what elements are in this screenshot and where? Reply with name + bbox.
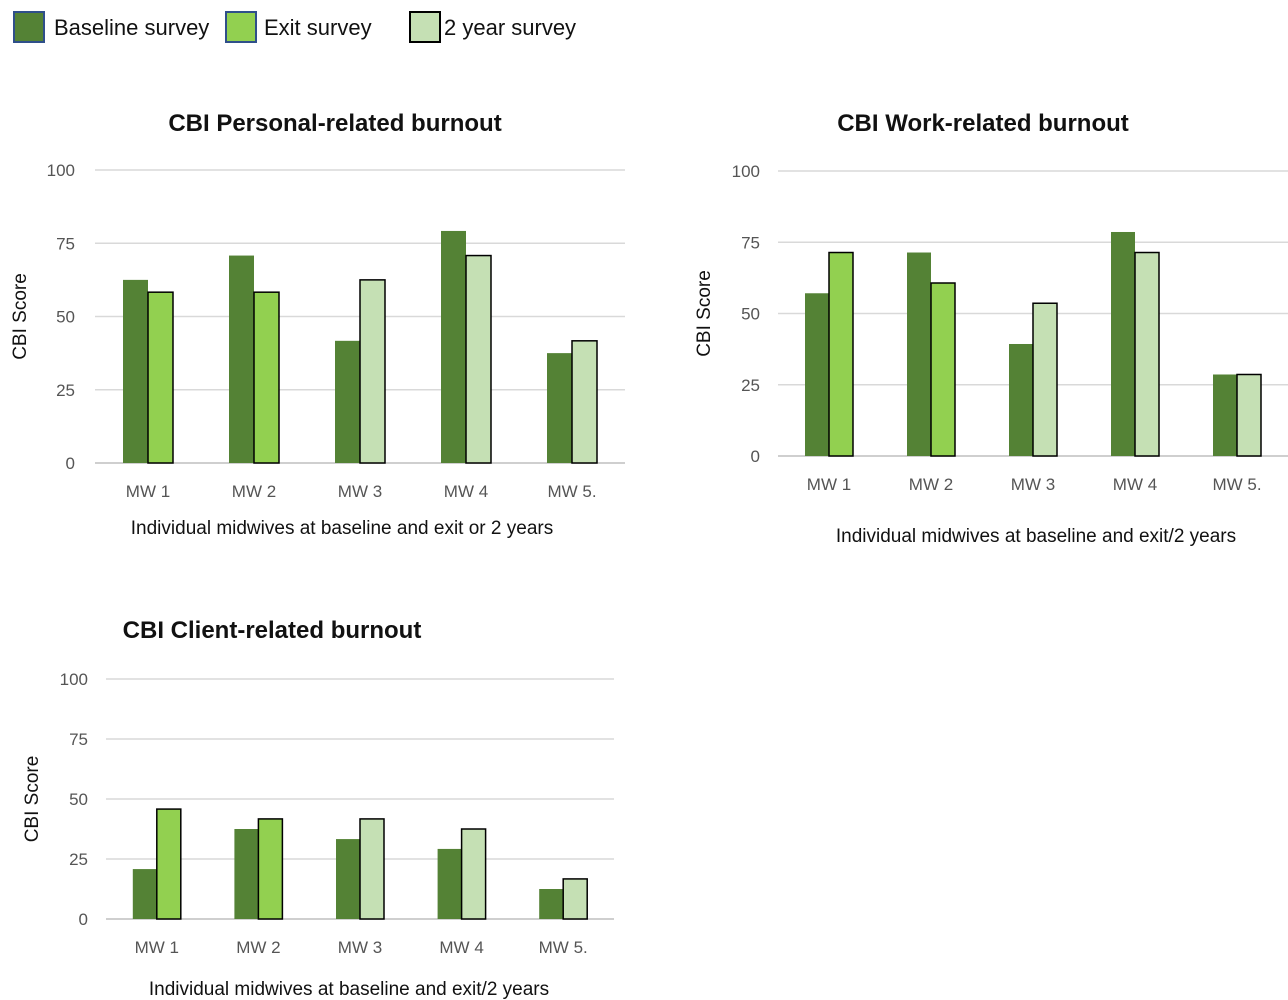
bar-exit [156, 808, 182, 920]
x-tick-label: MW 4 [439, 938, 483, 957]
y-tick-label: 25 [56, 381, 75, 400]
bar-baseline [336, 839, 360, 919]
bar-2year [571, 340, 598, 464]
bar-2year [1032, 302, 1058, 457]
bar-baseline [1009, 343, 1033, 456]
y-tick-label: 100 [732, 162, 760, 181]
legend-swatch-1 [13, 11, 45, 43]
y-tick-label: 50 [56, 308, 75, 327]
y-tick-label: 25 [69, 850, 88, 869]
bar-baseline [437, 848, 462, 919]
y-tick-label: 0 [66, 454, 75, 473]
y-tick-label: 100 [47, 161, 75, 180]
x-tick-label: MW 1 [807, 475, 851, 494]
chart-legend: Baseline survey Exit survey 2 year survey [12, 9, 652, 45]
bar-baseline [539, 889, 564, 919]
bar-baseline [132, 869, 157, 919]
x-tick-label: MW 3 [338, 482, 382, 501]
bar-2year [465, 254, 492, 464]
x-tick-label: MW 4 [444, 482, 488, 501]
bar-baseline [229, 255, 254, 463]
bar-baseline [547, 353, 572, 463]
x-axis-title: Individual midwives at baseline and exit… [131, 518, 553, 539]
bar-baseline [1111, 231, 1135, 456]
work-burnout-chart-svg: CBI Work-related burnout 0 25 50 75 100 MW 1 MW… [694, 110, 1288, 547]
x-tick-label: MW 2 [232, 482, 276, 501]
y-axis-title: CBI Score [10, 273, 31, 360]
legend-svg: Baseline survey Exit survey 2 year survey [13, 11, 576, 43]
work-burnout-chart: CBI Work-related burnout 0 25 50 75 100 MW 1 MW… [680, 95, 1288, 565]
x-axis-title: Individual midwives at baseline and exit… [836, 526, 1236, 547]
bar-exit [930, 282, 956, 457]
y-tick-label: 75 [741, 233, 760, 252]
y-tick-label: 100 [60, 670, 88, 689]
bar-baseline [1213, 374, 1237, 456]
bar-baseline [907, 252, 931, 456]
legend-swatch-3 [409, 11, 441, 43]
bar-exit [257, 818, 284, 920]
personal-burnout-chart-svg: CBI Personal-related burnout 0 25 50 75 100 MW… [10, 110, 625, 539]
x-tick-label: MW 5. [1212, 475, 1261, 494]
y-tick-label: 0 [751, 447, 760, 466]
bar-2year [1134, 251, 1160, 457]
y-tick-label: 50 [69, 790, 88, 809]
bar-exit [253, 291, 280, 464]
bar-baseline [805, 293, 829, 456]
x-tick-label: MW 1 [135, 938, 179, 957]
bar-baseline [234, 829, 259, 919]
chart-title: CBI Work-related burnout [837, 110, 1129, 137]
y-axis-title: CBI Score [22, 756, 43, 843]
bar-2year [1236, 373, 1262, 457]
bar-2year [562, 878, 588, 920]
bar-exit [828, 251, 854, 457]
chart-title: CBI Client-related burnout [123, 617, 422, 644]
y-tick-label: 75 [69, 730, 88, 749]
chart-title: CBI Personal-related burnout [168, 110, 501, 137]
y-tick-label: 50 [741, 305, 760, 324]
x-tick-label: MW 3 [338, 938, 382, 957]
y-axis-title: CBI Score [694, 270, 715, 357]
legend-label-3: 2 year survey [444, 15, 576, 40]
x-axis-title: Individual midwives at baseline and exit… [149, 979, 549, 1000]
x-tick-label: MW 5. [547, 482, 596, 501]
legend-swatch-2 [225, 11, 257, 43]
client-burnout-chart: CBI Client-related burnout 0 25 50 75 100 MW 1… [0, 600, 640, 1000]
y-tick-label: 25 [741, 376, 760, 395]
legend-label-2: Exit survey [264, 15, 372, 40]
bar-baseline [123, 279, 148, 463]
bar-2year [359, 818, 385, 920]
bar-2year [460, 828, 487, 920]
client-burnout-chart-svg: CBI Client-related burnout 0 25 50 75 100 MW 1… [22, 617, 614, 1000]
bar-baseline [335, 340, 360, 463]
personal-burnout-chart: CBI Personal-related burnout 0 25 50 75 100 MW… [0, 95, 640, 555]
bar-exit [147, 291, 174, 464]
legend-label-1: Baseline survey [54, 15, 209, 40]
x-tick-label: MW 4 [1113, 475, 1157, 494]
bar-2year [359, 279, 386, 464]
bar-baseline [441, 230, 466, 463]
y-tick-label: 0 [79, 910, 88, 929]
x-tick-label: MW 5. [539, 938, 588, 957]
x-tick-label: MW 3 [1011, 475, 1055, 494]
x-tick-label: MW 2 [909, 475, 953, 494]
x-tick-label: MW 1 [126, 482, 170, 501]
y-tick-label: 75 [56, 234, 75, 253]
x-tick-label: MW 2 [236, 938, 280, 957]
